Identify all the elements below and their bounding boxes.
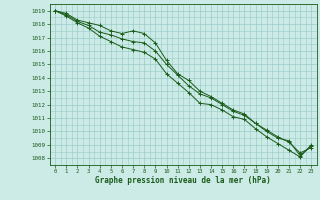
X-axis label: Graphe pression niveau de la mer (hPa): Graphe pression niveau de la mer (hPa)	[95, 176, 271, 185]
